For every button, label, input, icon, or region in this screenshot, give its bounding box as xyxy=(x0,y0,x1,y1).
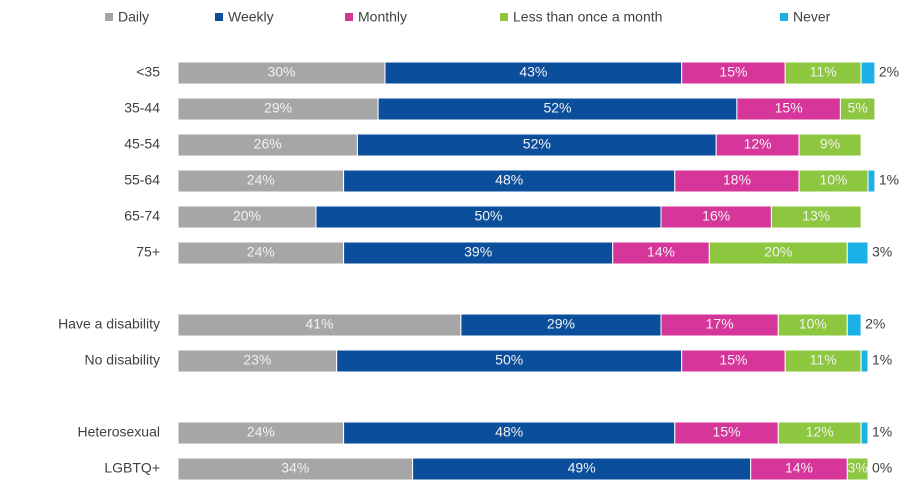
value-label: 30% xyxy=(267,64,295,80)
value-label: 1% xyxy=(872,352,892,368)
value-label: 10% xyxy=(819,172,847,188)
category-label: 75+ xyxy=(136,244,160,260)
bar-segment xyxy=(770,205,862,229)
value-label: 1% xyxy=(879,172,899,188)
bar-segment xyxy=(846,241,869,265)
value-label: 26% xyxy=(254,136,282,152)
value-label: 29% xyxy=(264,100,292,116)
legend-swatch xyxy=(500,13,508,21)
value-label: 3% xyxy=(848,460,868,476)
bar-segment xyxy=(860,61,876,85)
legend-swatch xyxy=(780,13,788,21)
value-label: 1% xyxy=(872,424,892,440)
category-label: Have a disability xyxy=(58,316,160,332)
value-label: 41% xyxy=(305,316,333,332)
bar-segment xyxy=(839,97,876,121)
value-label: 3% xyxy=(872,244,892,260)
value-label: 29% xyxy=(547,316,575,332)
value-label: 24% xyxy=(247,244,275,260)
value-label: 13% xyxy=(802,208,830,224)
value-label: 18% xyxy=(723,172,751,188)
value-label: 48% xyxy=(495,172,523,188)
value-label: 39% xyxy=(464,244,492,260)
value-label: 17% xyxy=(706,316,734,332)
value-label: 11% xyxy=(810,352,837,368)
value-label: 2% xyxy=(865,316,885,332)
value-label: 20% xyxy=(233,208,261,224)
value-label: 2% xyxy=(879,64,899,80)
legend-label: Less than once a month xyxy=(513,9,662,25)
bar-segment xyxy=(860,421,869,445)
value-label: 52% xyxy=(543,100,571,116)
legend-label: Never xyxy=(793,9,831,25)
value-label: 14% xyxy=(647,244,675,260)
value-label: 14% xyxy=(785,460,813,476)
bar-segment xyxy=(846,313,862,337)
category-label: 35-44 xyxy=(124,100,160,116)
value-label: 15% xyxy=(775,100,803,116)
value-label: 50% xyxy=(495,352,523,368)
category-label: 55-64 xyxy=(124,172,160,188)
value-label: 52% xyxy=(523,136,551,152)
value-label: 12% xyxy=(806,424,834,440)
bar-segment xyxy=(860,349,869,373)
legend-label: Weekly xyxy=(228,9,274,25)
legend-swatch xyxy=(215,13,223,21)
value-label: 0% xyxy=(872,460,892,476)
category-label: 65-74 xyxy=(124,208,160,224)
value-label: 12% xyxy=(744,136,772,152)
value-label: 24% xyxy=(247,172,275,188)
value-label: 15% xyxy=(719,64,747,80)
value-label: 10% xyxy=(799,316,827,332)
value-label: 15% xyxy=(719,352,747,368)
category-label: 45-54 xyxy=(124,136,160,152)
value-label: 11% xyxy=(810,64,837,80)
legend-swatch xyxy=(105,13,113,21)
value-label: 9% xyxy=(820,136,840,152)
value-label: 43% xyxy=(519,64,547,80)
value-label: 20% xyxy=(764,244,792,260)
value-label: 49% xyxy=(568,460,596,476)
category-label: No disability xyxy=(85,352,160,368)
legend-swatch xyxy=(345,13,353,21)
value-label: 24% xyxy=(247,424,275,440)
value-label: 34% xyxy=(281,460,309,476)
value-label: 5% xyxy=(848,100,868,116)
category-label: LGBTQ+ xyxy=(104,460,160,476)
value-label: 48% xyxy=(495,424,523,440)
legend-label: Daily xyxy=(118,9,149,25)
value-label: 23% xyxy=(243,352,271,368)
value-label: 16% xyxy=(702,208,730,224)
bar-segment xyxy=(867,169,876,193)
bar-segment xyxy=(798,133,862,157)
legend-label: Monthly xyxy=(358,9,407,25)
bar-segment xyxy=(846,457,869,481)
value-label: 50% xyxy=(474,208,502,224)
value-label: 15% xyxy=(713,424,741,440)
category-label: <35 xyxy=(136,64,160,80)
category-label: Heterosexual xyxy=(78,424,161,440)
